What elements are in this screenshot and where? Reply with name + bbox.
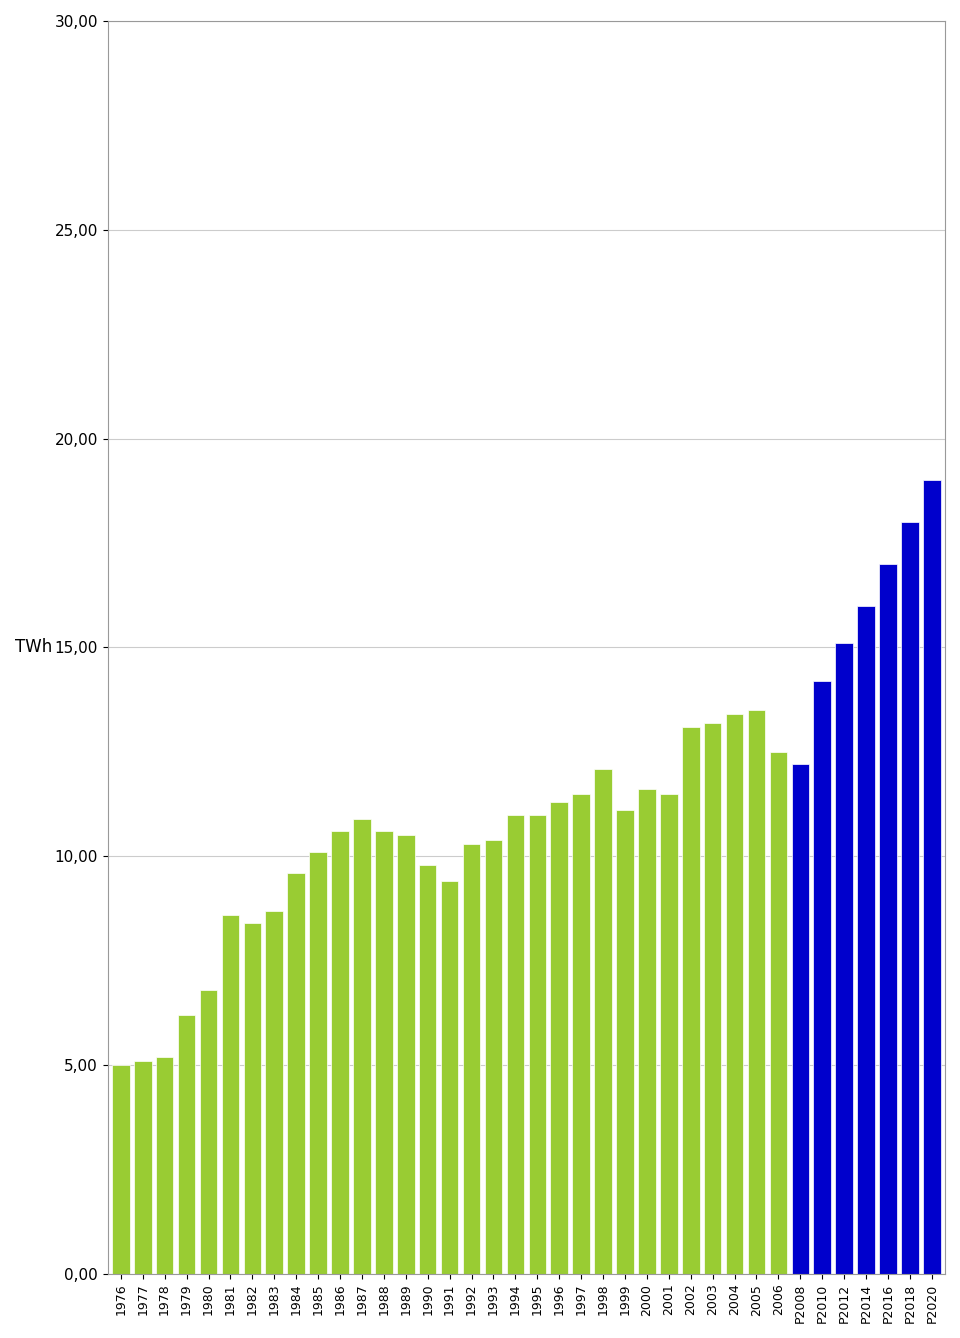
Bar [463, 844, 480, 1274]
Y-axis label: TWh: TWh [15, 638, 52, 657]
Bar [813, 681, 831, 1274]
Bar [638, 789, 656, 1274]
Bar [397, 835, 415, 1274]
Bar [572, 793, 589, 1274]
Bar [879, 563, 897, 1274]
Bar [178, 1016, 195, 1274]
Bar [353, 819, 371, 1274]
Bar [792, 764, 809, 1274]
Bar [419, 864, 437, 1274]
Bar [682, 727, 700, 1274]
Bar [660, 793, 678, 1274]
Bar [244, 923, 261, 1274]
Bar [901, 522, 919, 1274]
Bar [287, 872, 305, 1274]
Bar [375, 831, 393, 1274]
Bar [857, 606, 875, 1274]
Bar [200, 990, 217, 1274]
Bar [441, 882, 458, 1274]
Bar [550, 801, 568, 1274]
Bar [222, 915, 239, 1274]
Bar [704, 723, 721, 1274]
Bar [485, 839, 502, 1274]
Bar [924, 480, 941, 1274]
Bar [266, 911, 283, 1274]
Bar [726, 714, 743, 1274]
Bar [835, 644, 852, 1274]
Bar [748, 710, 765, 1274]
Bar [331, 831, 348, 1274]
Bar [309, 852, 326, 1274]
Bar [770, 752, 787, 1274]
Bar [529, 815, 546, 1274]
Bar [594, 768, 612, 1274]
Bar [616, 811, 634, 1274]
Bar [112, 1065, 130, 1274]
Bar [507, 815, 524, 1274]
Bar [134, 1061, 152, 1274]
Bar [156, 1057, 174, 1274]
